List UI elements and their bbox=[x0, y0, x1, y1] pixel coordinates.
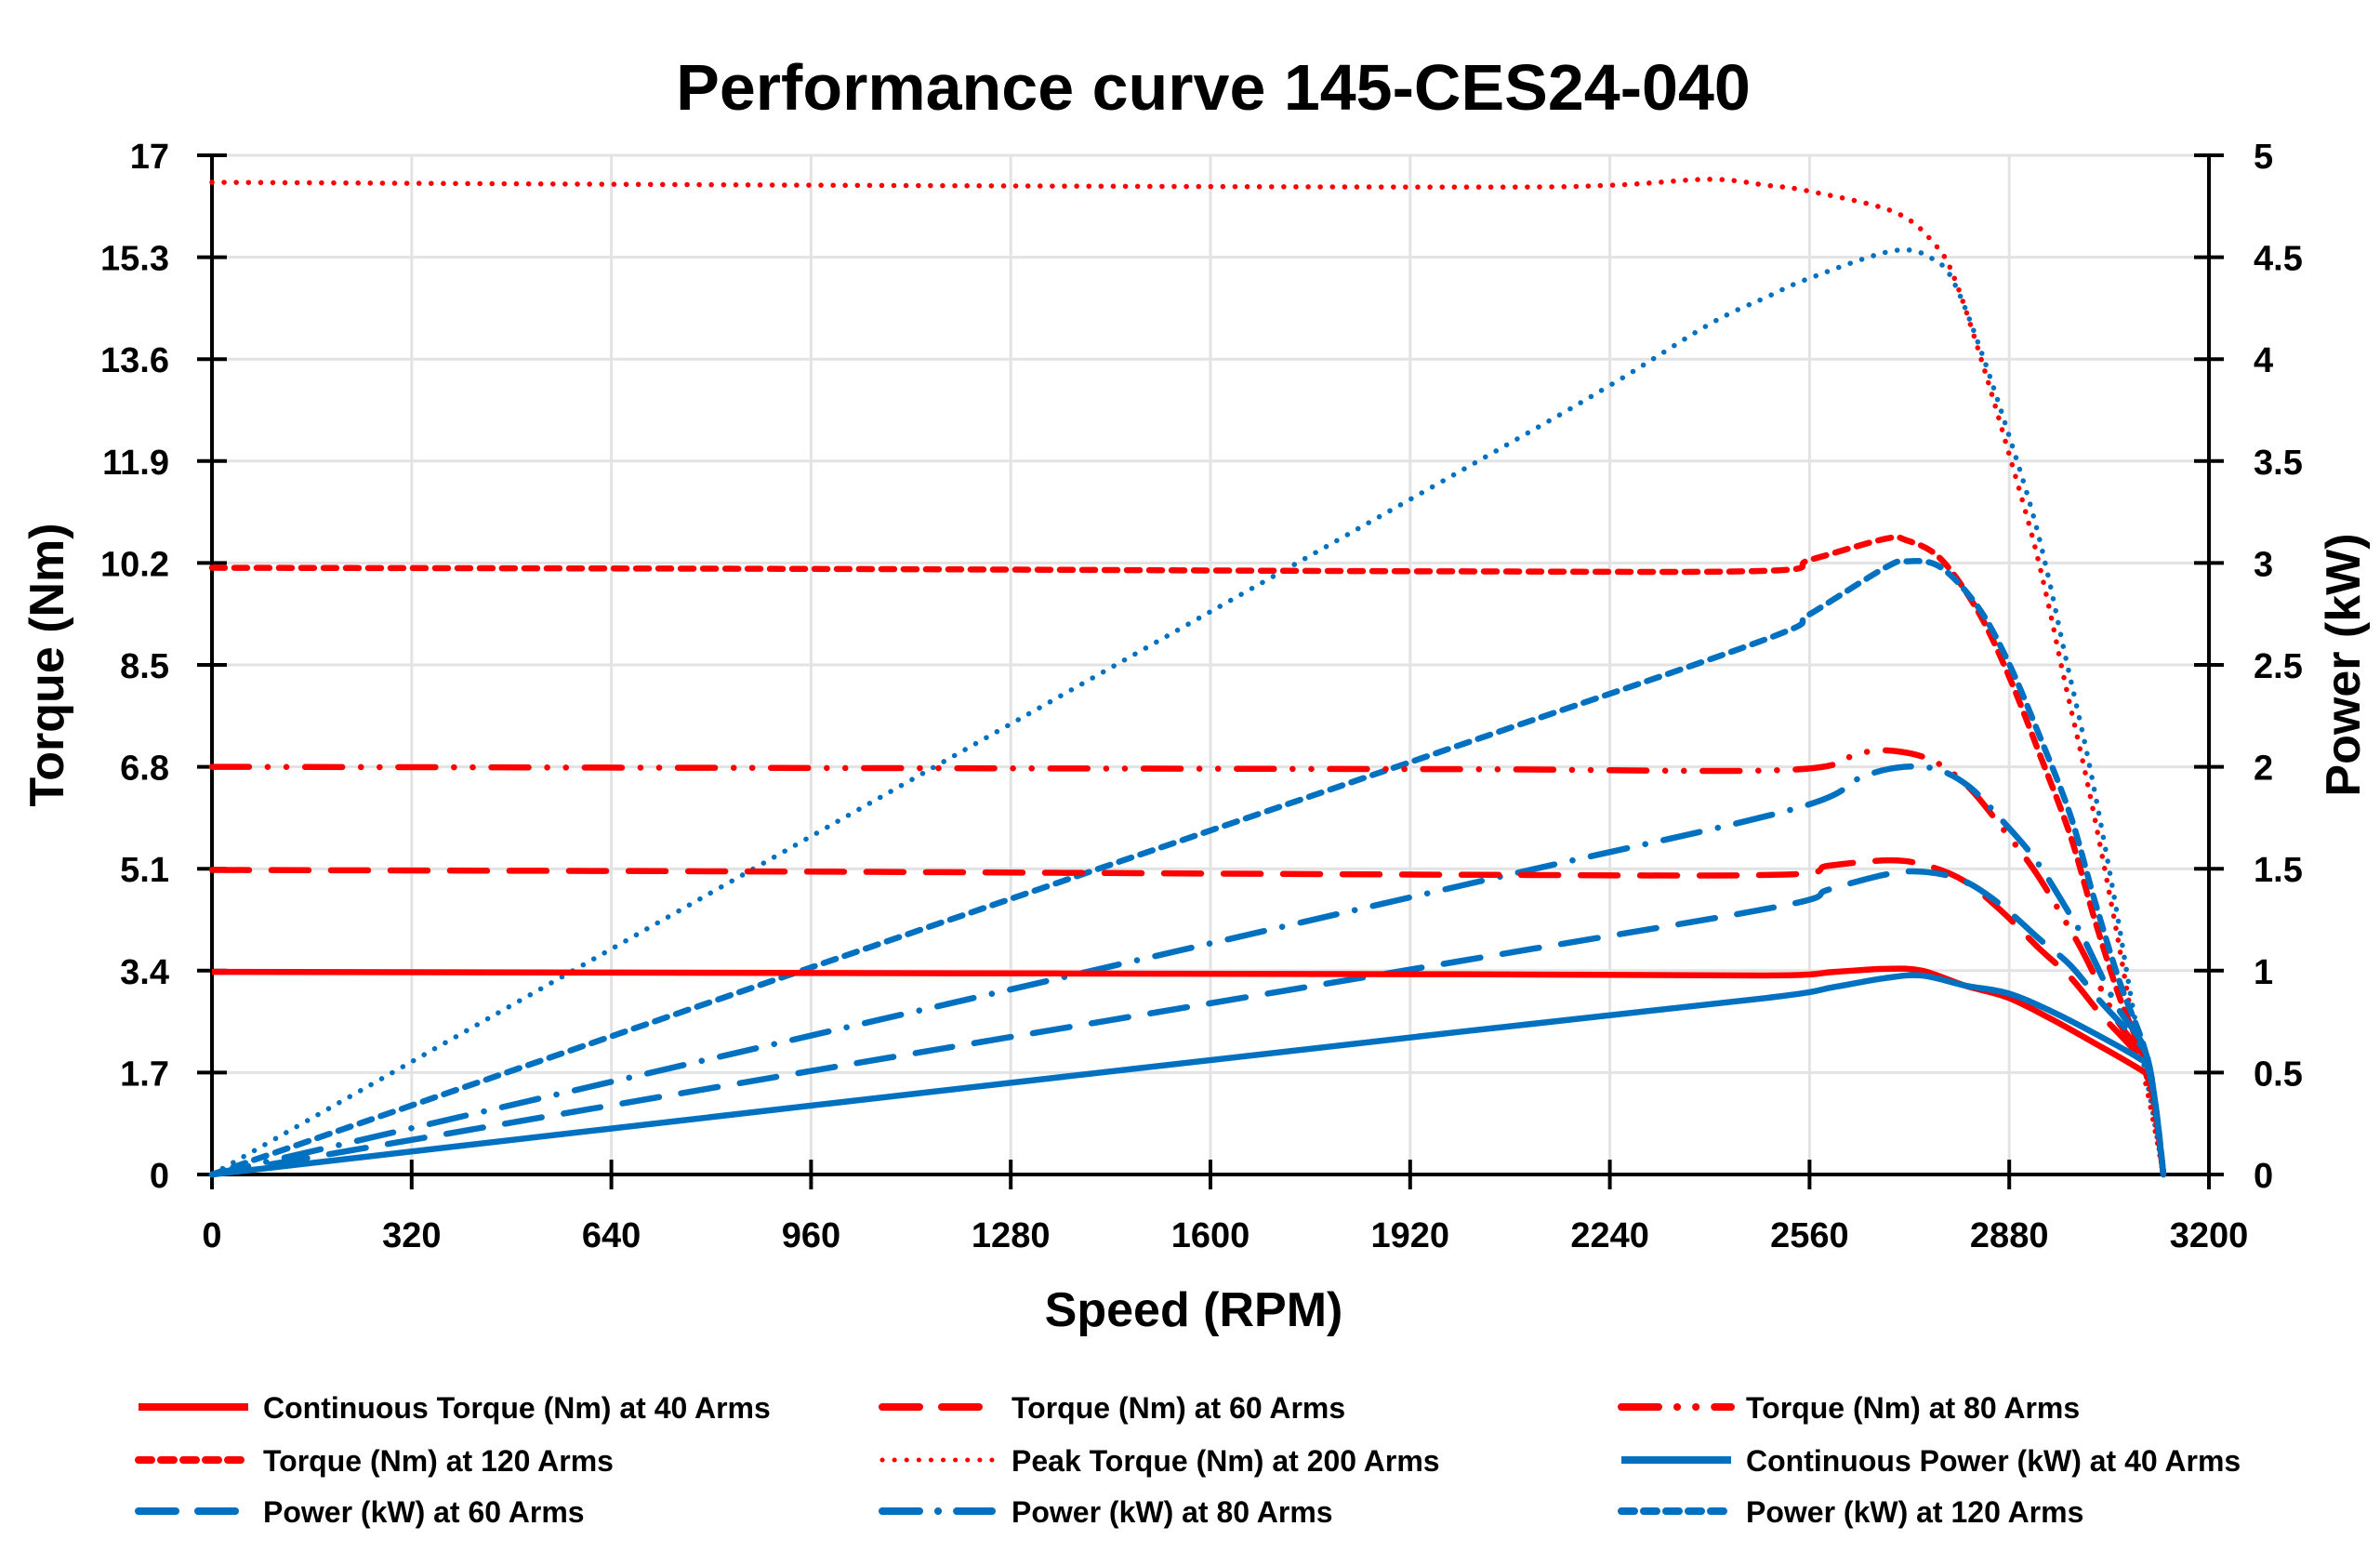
series-line-continuous-torque-nm-at-40-arms bbox=[211, 965, 2167, 1175]
series-lines bbox=[208, 177, 2167, 1178]
x-tick-label: 2240 bbox=[1570, 1216, 1649, 1255]
x-tick-label: 320 bbox=[382, 1216, 441, 1255]
y-tick-label: 11.9 bbox=[102, 444, 169, 483]
y2-tick-label: 0.5 bbox=[2254, 1055, 2303, 1094]
legend: Continuous Torque (Nm) at 40 Arms Torque … bbox=[135, 1391, 2241, 1529]
y2-tick-label: 2.5 bbox=[2254, 647, 2303, 686]
y2-tick-label: 3.5 bbox=[2254, 444, 2303, 483]
y-tick-label: 13.6 bbox=[100, 341, 169, 380]
tick-labels: 0 320 640 960 1280 1600 1920 2240 2560 2880 320001… bbox=[100, 138, 2303, 1255]
y-tick-label: 10.2 bbox=[100, 545, 169, 584]
y-tick-label: 17 bbox=[130, 138, 169, 177]
y-axis-title: Torque (Nm) bbox=[20, 523, 74, 806]
y2-tick-label: 2 bbox=[2254, 750, 2273, 789]
y2-tick-label: 4 bbox=[2254, 341, 2273, 380]
legend-item: Power (kW) at 80 Arms bbox=[879, 1495, 1333, 1529]
x-tick-label: 640 bbox=[582, 1216, 641, 1255]
legend-label: Power (kW) at 60 Arms bbox=[263, 1495, 585, 1529]
series-line-torque-nm-at-60-arms bbox=[208, 856, 2167, 1178]
y2-tick-label: 3 bbox=[2254, 545, 2273, 584]
legend-item: Torque (Nm) at 120 Arms bbox=[135, 1444, 614, 1478]
gridlines bbox=[212, 153, 2209, 1174]
y-tick-label: 6.8 bbox=[120, 750, 169, 789]
x-tick-label: 1920 bbox=[1371, 1216, 1450, 1255]
y-tick-label: 3.4 bbox=[120, 953, 169, 992]
x-tick-label: 3200 bbox=[2170, 1216, 2249, 1255]
legend-label: Power (kW) at 120 Arms bbox=[1746, 1495, 2083, 1529]
legend-item: Power (kW) at 60 Arms bbox=[135, 1495, 585, 1529]
legend-item: Torque (Nm) at 80 Arms bbox=[1618, 1391, 2080, 1425]
series-line-peak-torque-nm-at-200-arms bbox=[209, 177, 2166, 1177]
legend-label: Torque (Nm) at 80 Arms bbox=[1746, 1391, 2080, 1425]
series-line-peak-power-kw-at-200-arms bbox=[209, 246, 2166, 1177]
legend-item: Power (kW) at 120 Arms bbox=[1618, 1495, 2083, 1529]
legend-label: Peak Torque (Nm) at 200 Arms bbox=[1012, 1444, 1440, 1478]
y-tick-label: 15.3 bbox=[100, 240, 169, 279]
y2-tick-label: 5 bbox=[2254, 138, 2273, 177]
y2-axis-title: Power (kW) bbox=[2317, 533, 2371, 796]
legend-label: Torque (Nm) at 120 Arms bbox=[263, 1444, 614, 1478]
y2-tick-label: 1.5 bbox=[2254, 851, 2303, 890]
legend-label: Continuous Power (kW) at 40 Arms bbox=[1746, 1444, 2241, 1478]
series-line-torque-nm-at-80-arms bbox=[208, 747, 2167, 1178]
y-tick-label: 5.1 bbox=[120, 851, 169, 890]
y-tick-label: 1.7 bbox=[120, 1055, 169, 1094]
axes bbox=[197, 153, 2224, 1189]
x-axis-title: Speed (RPM) bbox=[1045, 1283, 1343, 1337]
x-tick-label: 960 bbox=[782, 1216, 840, 1255]
y2-tick-label: 4.5 bbox=[2254, 240, 2303, 279]
chart-title: Performance curve 145-CES24-040 bbox=[676, 51, 1751, 124]
x-tick-label: 2560 bbox=[1770, 1216, 1849, 1255]
y2-tick-label: 0 bbox=[2254, 1157, 2273, 1196]
y2-tick-label: 1 bbox=[2254, 953, 2273, 992]
y-tick-label: 0 bbox=[150, 1157, 169, 1196]
series-line-continuous-power-kw-at-40-arms bbox=[211, 972, 2167, 1178]
series-line-torque-nm-at-120-arms bbox=[208, 534, 2167, 1178]
y-tick-label: 8.5 bbox=[120, 647, 169, 686]
legend-label: Continuous Torque (Nm) at 40 Arms bbox=[263, 1391, 771, 1425]
legend-label: Torque (Nm) at 60 Arms bbox=[1012, 1391, 1345, 1425]
series-line-power-kw-at-80-arms bbox=[208, 763, 2167, 1178]
x-tick-label: 2880 bbox=[1970, 1216, 2049, 1255]
x-tick-label: 1600 bbox=[1171, 1216, 1250, 1255]
series-line-power-kw-at-60-arms bbox=[208, 868, 2167, 1178]
legend-item: Torque (Nm) at 60 Arms bbox=[879, 1391, 1345, 1425]
legend-label: Power (kW) at 80 Arms bbox=[1012, 1495, 1333, 1529]
series-line-power-kw-at-120-arms bbox=[208, 558, 2167, 1178]
x-tick-label: 0 bbox=[202, 1216, 221, 1255]
legend-item: Continuous Power (kW) at 40 Arms bbox=[1621, 1444, 2241, 1478]
legend-item: Continuous Torque (Nm) at 40 Arms bbox=[139, 1391, 771, 1425]
legend-item: Peak Torque (Nm) at 200 Arms bbox=[879, 1444, 1440, 1478]
x-tick-label: 1280 bbox=[972, 1216, 1051, 1255]
